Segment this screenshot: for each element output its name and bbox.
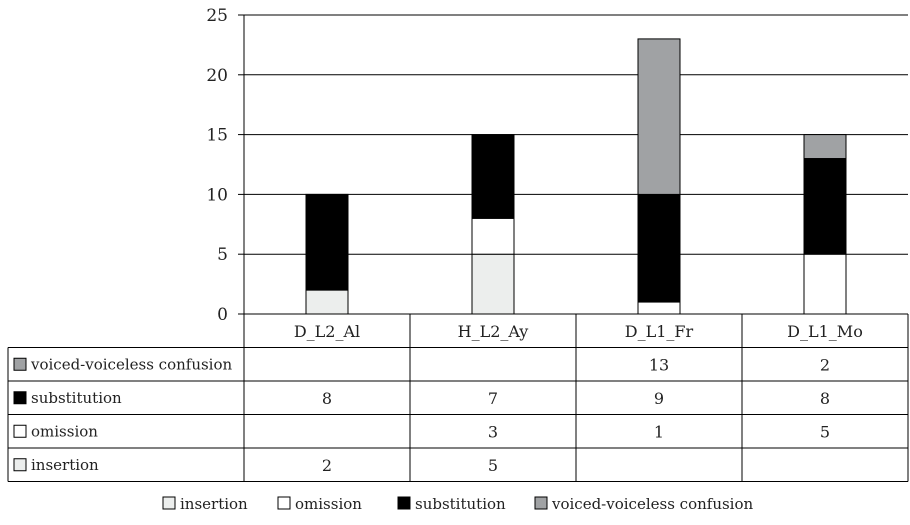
table-cell-voiced-voiceless-confusion-D_L1_Mo: 2 (820, 355, 830, 374)
table-row-label-voiced-voiceless-confusion: voiced-voiceless confusion (30, 355, 232, 373)
legend-label-substitution: substitution (415, 495, 506, 513)
legend-label-omission: omission (295, 495, 362, 513)
table-row-swatch-voiced-voiceless-confusion (13, 357, 27, 371)
table-cell-omission-H_L2_Ay: 3 (488, 422, 498, 441)
bar-H_L2_Ay-omission (471, 217, 515, 255)
table-row-swatch-omission (13, 424, 27, 438)
table-cell-substitution-D_L1_Fr: 9 (654, 389, 664, 408)
legend-label-insertion: insertion (180, 495, 248, 513)
bar-D_L2_Al-substitution (305, 193, 349, 291)
table-cell-insertion-D_L2_Al: 2 (322, 456, 332, 475)
table-cell-voiced-voiceless-confusion-D_L1_Fr: 13 (649, 355, 669, 374)
bar-H_L2_Ay-insertion (471, 253, 515, 315)
table-cell-substitution-H_L2_Ay: 7 (488, 389, 498, 408)
bar-H_L2_Ay-substitution (471, 134, 515, 219)
x-category-label-D_L2_Al: D_L2_Al (294, 322, 360, 341)
legend-swatch-voiced-voiceless-confusion (534, 496, 548, 510)
bar-D_L1_Fr-omission (637, 301, 681, 315)
y-tick-label-20: 20 (206, 66, 228, 86)
x-category-label-D_L1_Mo: D_L1_Mo (787, 322, 863, 341)
bar-D_L1_Fr-voiced-voiceless-confusion (637, 38, 681, 195)
bar-D_L1_Mo-omission (803, 253, 847, 315)
table-cell-omission-D_L1_Fr: 1 (654, 422, 664, 441)
x-category-label-D_L1_Fr: D_L1_Fr (625, 322, 694, 341)
legend-swatch-substitution (397, 496, 411, 510)
table-cell-substitution-D_L1_Mo: 8 (820, 389, 830, 408)
y-tick-label-10: 10 (206, 185, 228, 205)
table-row-swatch-substitution (13, 391, 27, 405)
table-row-label-substitution: substitution (31, 389, 122, 407)
legend-swatch-omission (277, 496, 291, 510)
y-tick-label-25: 25 (206, 6, 228, 26)
bar-D_L1_Mo-substitution (803, 158, 847, 255)
table-cell-omission-D_L1_Mo: 5 (820, 422, 830, 441)
table-cell-insertion-H_L2_Ay: 5 (488, 456, 498, 475)
y-tick-label-0: 0 (217, 305, 228, 325)
legend-swatch-insertion (162, 496, 176, 510)
bar-D_L1_Mo-voiced-voiceless-confusion (803, 134, 847, 160)
bar-D_L1_Fr-substitution (637, 193, 681, 303)
table-row-swatch-insertion (13, 458, 27, 472)
bar-D_L2_Al-insertion (305, 289, 349, 315)
x-category-label-H_L2_Ay: H_L2_Ay (458, 322, 529, 341)
legend-label-voiced-voiceless-confusion: voiced-voiceless confusion (551, 495, 753, 513)
y-tick-label-15: 15 (206, 126, 228, 146)
y-tick-label-5: 5 (217, 245, 228, 265)
table-cell-substitution-D_L2_Al: 8 (322, 389, 332, 408)
table-row-label-insertion: insertion (31, 456, 99, 474)
table-row-label-omission: omission (31, 422, 98, 440)
